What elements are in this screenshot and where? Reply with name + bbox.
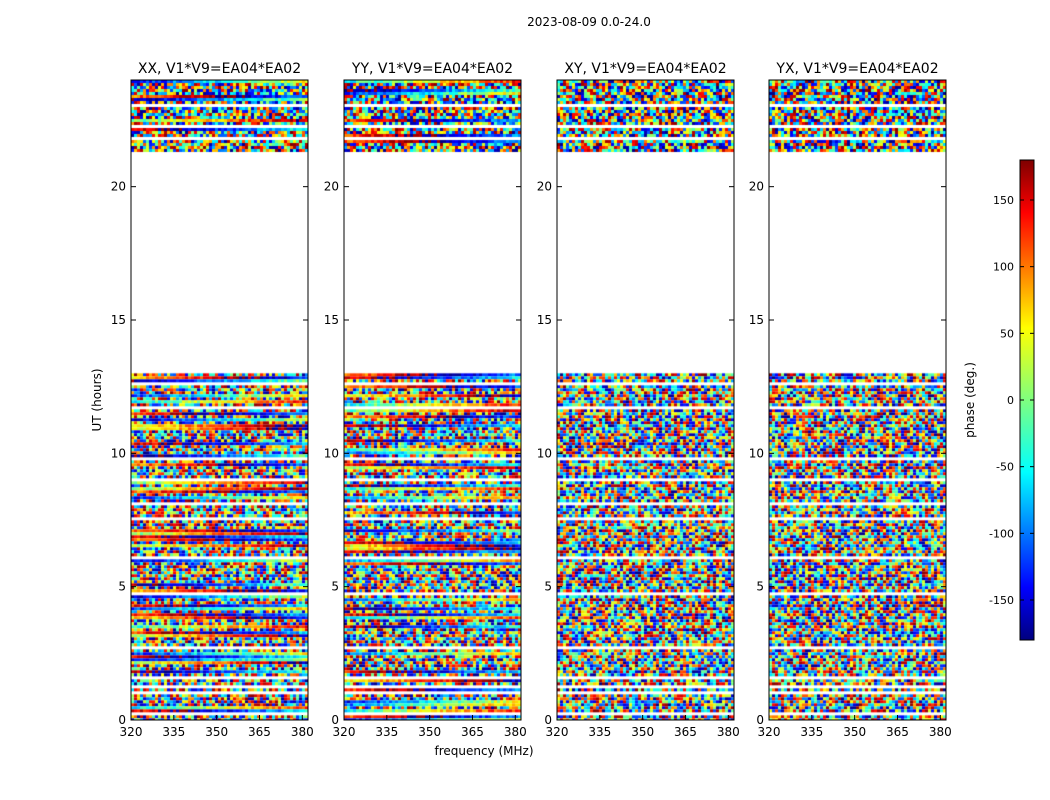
y-tick-label: 15 xyxy=(111,313,126,327)
x-tick-label: 365 xyxy=(886,725,909,739)
x-tick-label: 350 xyxy=(843,725,866,739)
panel-frame xyxy=(556,79,735,721)
y-tick-label: 10 xyxy=(749,446,764,460)
y-tick-label: 10 xyxy=(324,446,339,460)
panel-title: YX, V1*V9=EA04*EA02 xyxy=(775,61,938,77)
colorbar-tick-label: 150 xyxy=(993,194,1014,207)
x-tick-label: 320 xyxy=(120,725,143,739)
x-tick-label: 335 xyxy=(162,725,185,739)
colorbar-tick-label: 50 xyxy=(1000,327,1014,340)
y-tick-label: 15 xyxy=(324,313,339,327)
y-tick-label: 5 xyxy=(544,580,552,594)
panel-image xyxy=(344,80,521,720)
y-tick-label: 5 xyxy=(118,580,126,594)
x-tick-label: 365 xyxy=(461,725,484,739)
y-tick-label: 10 xyxy=(537,446,552,460)
y-tick-label: 15 xyxy=(537,313,552,327)
y-tick-label: 20 xyxy=(324,180,339,194)
colorbar-label: phase (deg.) xyxy=(963,362,977,438)
panel-image xyxy=(769,80,946,720)
y-tick-label: 10 xyxy=(111,446,126,460)
y-tick-label: 0 xyxy=(118,713,126,727)
x-tick-label: 380 xyxy=(929,725,952,739)
x-tick-label: 335 xyxy=(588,725,611,739)
y-tick-label: 15 xyxy=(749,313,764,327)
panel-title: XX, V1*V9=EA04*EA02 xyxy=(138,61,301,77)
x-tick-label: 365 xyxy=(674,725,697,739)
panel-image xyxy=(557,80,734,720)
x-tick-label: 380 xyxy=(717,725,740,739)
colorbar-tick-label: -150 xyxy=(989,594,1014,607)
panel-frame xyxy=(130,79,309,721)
y-tick-label: 0 xyxy=(544,713,552,727)
x-tick-label: 380 xyxy=(291,725,314,739)
panel-frame xyxy=(343,79,522,721)
y-tick-label: 20 xyxy=(111,180,126,194)
x-tick-label: 320 xyxy=(758,725,781,739)
y-axis-label: UT (hours) xyxy=(90,368,104,431)
panel-title: YY, V1*V9=EA04*EA02 xyxy=(351,61,513,77)
x-tick-label: 350 xyxy=(631,725,654,739)
y-tick-label: 20 xyxy=(749,180,764,194)
x-tick-label: 320 xyxy=(546,725,569,739)
x-tick-label: 320 xyxy=(333,725,356,739)
y-tick-label: 0 xyxy=(756,713,764,727)
panel-image xyxy=(131,80,308,720)
x-tick-label: 350 xyxy=(205,725,228,739)
figure-title: 2023-08-09 0.0-24.0 xyxy=(527,15,651,29)
y-tick-label: 5 xyxy=(331,580,339,594)
y-tick-label: 0 xyxy=(331,713,339,727)
x-tick-label: 350 xyxy=(418,725,441,739)
x-tick-label: 335 xyxy=(800,725,823,739)
colorbar-tick-label: 100 xyxy=(993,261,1014,274)
x-axis-label: frequency (MHz) xyxy=(434,744,533,758)
x-tick-label: 365 xyxy=(248,725,271,739)
colorbar-tick-label: -100 xyxy=(989,527,1014,540)
x-tick-label: 335 xyxy=(375,725,398,739)
panel-title: XY, V1*V9=EA04*EA02 xyxy=(564,61,726,77)
colorbar-tick-label: 0 xyxy=(1007,394,1014,407)
panel-frame xyxy=(768,79,947,721)
x-tick-label: 380 xyxy=(504,725,527,739)
y-tick-label: 20 xyxy=(537,180,552,194)
colorbar: -150 -100 -50 0 50 100 150 xyxy=(989,159,1035,641)
colorbar-tick-label: -50 xyxy=(996,461,1014,474)
y-tick-label: 5 xyxy=(756,580,764,594)
